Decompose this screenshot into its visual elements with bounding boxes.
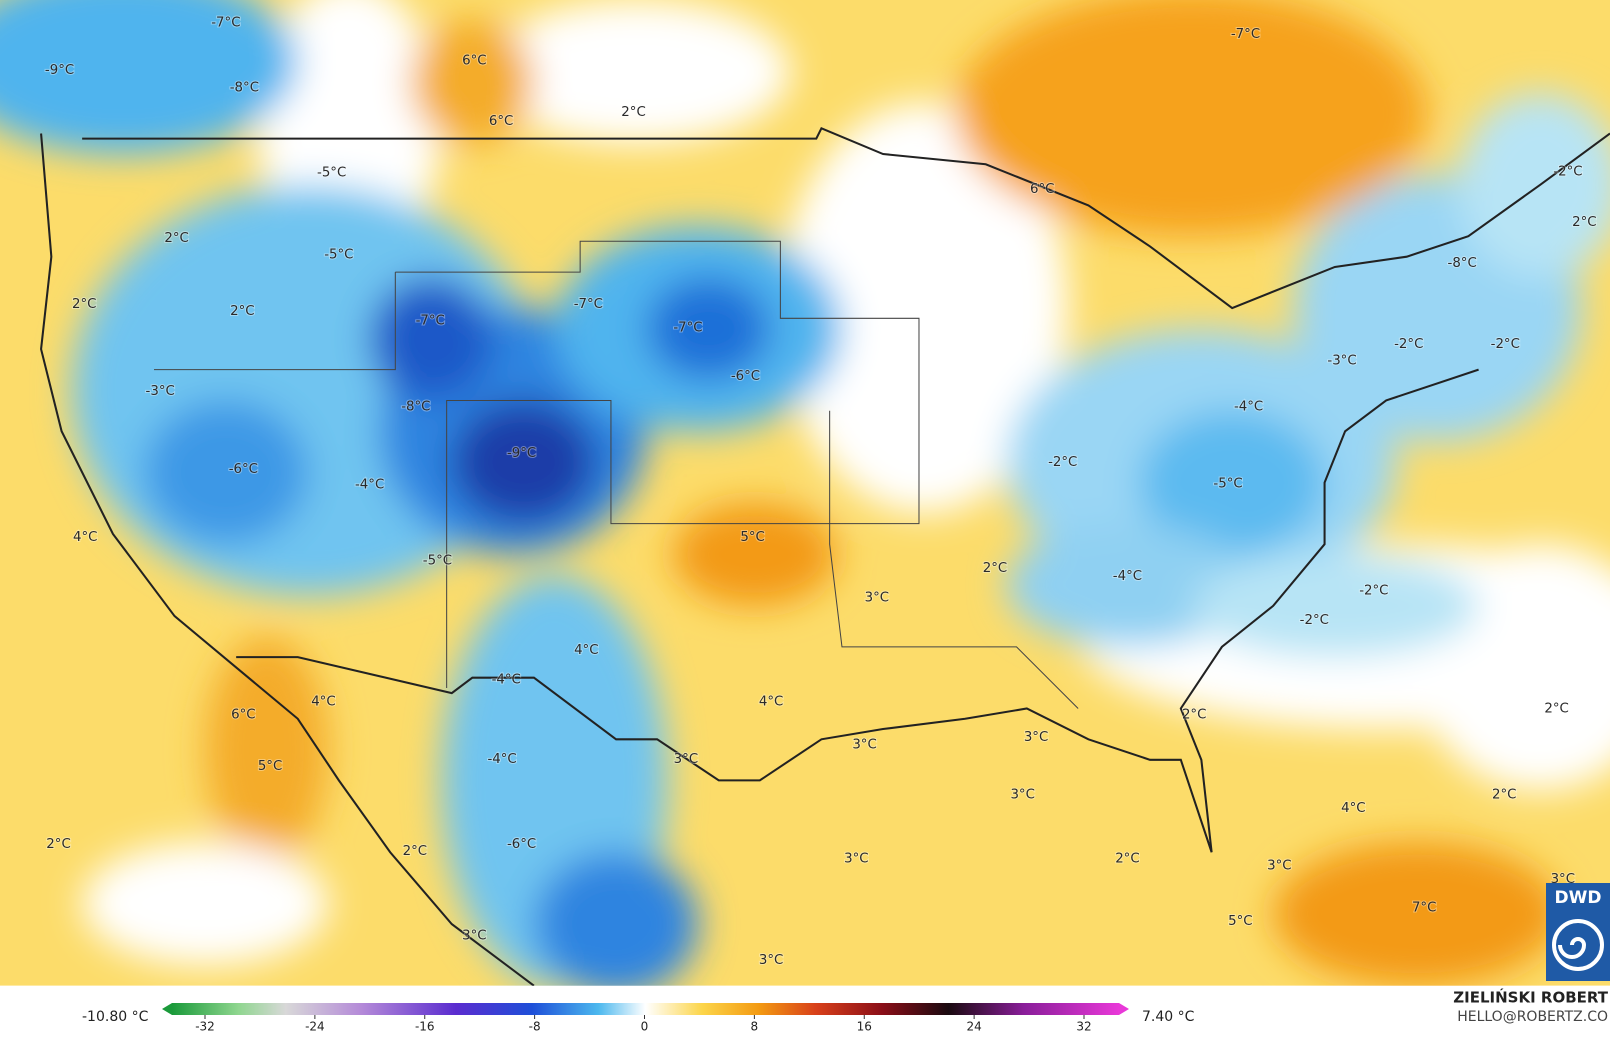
temp-label: -8°C: [230, 80, 259, 95]
temp-label: -5°C: [423, 554, 452, 569]
tick-label: -24: [305, 1020, 325, 1034]
temp-label: 2°C: [46, 837, 70, 852]
temp-label: 2°C: [403, 844, 427, 859]
dwd-logo: DWD: [1546, 883, 1610, 981]
colorbar-arrow: [162, 1003, 172, 1015]
temp-label: -7°C: [574, 297, 603, 312]
temp-label: 3°C: [462, 928, 486, 943]
temp-label: -7°C: [1231, 27, 1260, 42]
tick-label: -16: [415, 1020, 435, 1034]
temp-label: 7°C: [1412, 901, 1436, 916]
temp-label: -5°C: [1213, 477, 1242, 492]
temp-label: 3°C: [865, 591, 889, 606]
temp-label: 2°C: [72, 297, 96, 312]
temp-label: -2°C: [1359, 583, 1388, 598]
tick-label: 32: [1076, 1020, 1091, 1034]
logo-text: DWD: [1555, 888, 1602, 908]
temp-label: -6°C: [229, 462, 258, 477]
temp-label: 3°C: [852, 737, 876, 752]
temp-label: 6°C: [1030, 182, 1054, 197]
min-label: -10.80 °C: [82, 1009, 149, 1025]
temp-label: -5°C: [324, 248, 353, 263]
temp-label: -9°C: [45, 63, 74, 78]
temp-label: 5°C: [258, 759, 282, 774]
temp-label: -2°C: [1048, 455, 1077, 470]
colorbar-arrow: [1119, 1003, 1129, 1015]
temp-label: 2°C: [1182, 708, 1206, 723]
temp-label: 2°C: [983, 561, 1007, 576]
temp-label: 4°C: [574, 643, 598, 658]
state-lines: [395, 240, 920, 688]
tick-label: 0: [641, 1020, 649, 1034]
temp-label: 4°C: [73, 530, 97, 545]
author: ZIELIŃSKI ROBERT: [1453, 988, 1608, 1007]
temp-label: 3°C: [759, 953, 783, 968]
temp-label: 2°C: [1572, 215, 1596, 230]
state-lines: [154, 272, 396, 371]
colorbar: [172, 1003, 1119, 1015]
state-lines: [829, 410, 1079, 709]
temp-label: -7°C: [673, 321, 702, 336]
temp-label: 4°C: [759, 694, 783, 709]
temp-label: -4°C: [1113, 569, 1142, 584]
coastline: [1179, 368, 1479, 853]
footer: -10.80 °C 7.40 °C -32 -24 -16 -8 0 8 16 24 32 ZI…: [82, 988, 1609, 1034]
temp-label: 3°C: [674, 752, 698, 767]
contact: HELLO@ROBERTZ.CO: [1457, 1009, 1608, 1025]
temp-label: 2°C: [1544, 701, 1568, 716]
temp-label: 6°C: [231, 708, 255, 723]
logo-swirl: [1558, 937, 1587, 959]
coastline: [40, 133, 535, 986]
temp-label: -2°C: [1394, 337, 1423, 352]
temp-label: 3°C: [1267, 859, 1291, 874]
coastline: [236, 656, 1213, 853]
temp-label: -4°C: [487, 752, 516, 767]
temp-label: 2°C: [230, 304, 254, 319]
temp-label: -4°C: [492, 673, 521, 688]
temp-label: -8°C: [1448, 256, 1477, 271]
temperature-labels: -7°C -9°C -8°C 6°C 6°C 2°C -7°C -5°C 2°C -5°C 6°C -…: [44, 15, 1598, 970]
temp-label: 2°C: [1492, 788, 1516, 803]
map-area: -7°C -9°C -8°C 6°C 6°C 2°C -7°C -5°C 2°C -5°C 6°C -…: [0, 0, 1610, 986]
temp-label: -7°C: [416, 313, 445, 328]
tick-label: -32: [195, 1020, 215, 1034]
tick-label: 16: [857, 1020, 872, 1034]
tick-label: -8: [529, 1020, 541, 1034]
temp-label: 4°C: [311, 694, 335, 709]
temp-label: 3°C: [1024, 730, 1048, 745]
temp-label: 6°C: [462, 54, 486, 69]
temperature-field: [0, 0, 1610, 986]
tick-label: 24: [966, 1020, 981, 1034]
temp-label: -3°C: [146, 384, 175, 399]
temp-label: 5°C: [740, 530, 764, 545]
temp-label: 3°C: [844, 851, 868, 866]
temp-label: 2°C: [164, 231, 188, 246]
temp-label: 5°C: [1228, 914, 1252, 929]
temp-label: -8°C: [401, 400, 430, 415]
border: [82, 127, 1610, 310]
temp-label: -7°C: [211, 16, 240, 31]
temp-label: -3°C: [1327, 353, 1356, 368]
temp-label: -4°C: [355, 478, 384, 493]
temp-label: -2°C: [1300, 613, 1329, 628]
temp-label: 2°C: [1115, 851, 1139, 866]
tick-label: 8: [751, 1020, 759, 1034]
temp-label: -2°C: [1553, 164, 1582, 179]
temp-label: 3°C: [1010, 788, 1034, 803]
colorbar-ticks: -32 -24 -16 -8 0 8 16 24 32: [195, 1015, 1092, 1034]
temp-label: -5°C: [317, 166, 346, 181]
temp-label: -6°C: [731, 369, 760, 384]
temp-label: 2°C: [621, 105, 645, 120]
temp-label: -9°C: [507, 446, 536, 461]
logo-swirl: [1552, 919, 1604, 971]
temp-label: -2°C: [1491, 337, 1520, 352]
temp-label: 6°C: [489, 114, 513, 129]
temp-label: 4°C: [1341, 801, 1365, 816]
temp-label: -4°C: [1234, 400, 1263, 415]
max-label: 7.40 °C: [1142, 1009, 1195, 1025]
temp-label: -6°C: [507, 837, 536, 852]
